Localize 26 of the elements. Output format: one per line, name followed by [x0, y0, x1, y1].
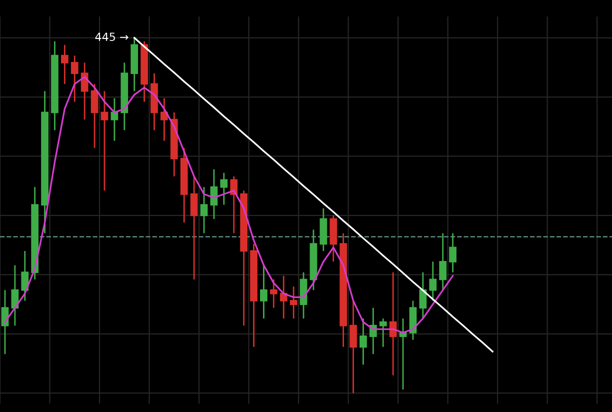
candlestick: [11, 264, 19, 326]
candlestick: [260, 264, 268, 320]
candlestick: [379, 318, 387, 348]
candlestick: [439, 232, 447, 291]
candlestick: [230, 176, 238, 234]
candlestick: [220, 172, 228, 206]
candlestick: [1, 289, 9, 355]
candlestick: [429, 260, 437, 302]
candlestick: [389, 272, 397, 376]
candlestick: [160, 98, 168, 142]
candlestick: [360, 318, 367, 366]
candlestick: [280, 275, 288, 320]
candlestick: [21, 250, 29, 302]
candlestick: [61, 44, 68, 85]
candlestick: [419, 272, 427, 320]
candlestick: [190, 176, 198, 280]
candlestick: [70, 54, 78, 102]
candlestick: [449, 232, 456, 273]
candlestick: [350, 300, 357, 394]
candlestick: [290, 286, 298, 320]
candlestick: [80, 62, 88, 120]
candlestick: [200, 186, 208, 234]
candlestick: [270, 278, 278, 309]
annotation: 445 →: [95, 32, 128, 42]
candlestick: [100, 90, 108, 192]
candlestick: [90, 83, 98, 149]
